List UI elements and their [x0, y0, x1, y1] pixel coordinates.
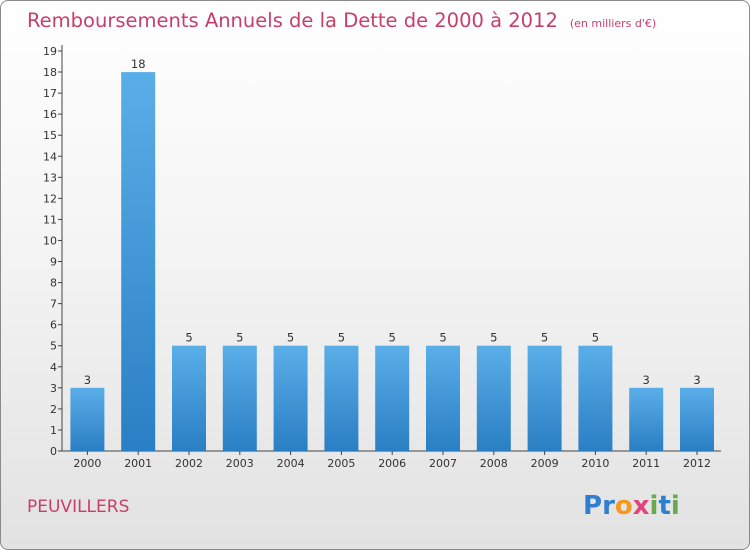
bar-value-label: 3 [643, 373, 650, 387]
bar-value-label: 5 [490, 331, 497, 345]
x-tick-label: 2007 [429, 457, 457, 470]
bar-value-label: 5 [541, 331, 548, 345]
commune-name: PEUVILLERS [27, 497, 130, 517]
bar [426, 345, 460, 451]
bar [527, 345, 562, 451]
x-tick-label: 2002 [175, 457, 203, 470]
chart-title-main: Remboursements Annuels de la Dette de 20… [27, 9, 558, 32]
y-tick-label: 3 [50, 382, 57, 395]
y-tick-label: 8 [50, 277, 57, 290]
bar-value-label: 18 [131, 57, 146, 71]
bar [375, 345, 410, 451]
y-tick-label: 4 [50, 361, 57, 374]
y-tick-label: 15 [43, 129, 57, 142]
x-tick-label: 2005 [327, 457, 355, 470]
chart-unit-note: (en milliers d'€) [569, 17, 657, 30]
bar-value-label: 5 [236, 331, 243, 345]
bar [680, 387, 714, 451]
bar [629, 387, 664, 451]
bar-value-label: 5 [389, 331, 396, 345]
bar-value-label: 5 [592, 331, 599, 345]
y-tick-label: 0 [50, 445, 57, 458]
y-tick-label: 2 [50, 403, 57, 416]
bar [121, 72, 156, 451]
y-tick-label: 10 [43, 234, 57, 247]
logo-letter: i [670, 491, 680, 521]
logo-letter: x [632, 491, 650, 521]
bar-value-label: 5 [185, 331, 192, 345]
y-tick-label: 18 [43, 66, 57, 79]
y-tick-label: 11 [43, 213, 57, 226]
x-tick-label: 2008 [480, 457, 508, 470]
x-tick-label: 2009 [531, 457, 559, 470]
bar-value-label: 5 [439, 331, 446, 345]
logo-letter: t [658, 491, 671, 521]
x-tick-label: 2000 [73, 457, 101, 470]
y-tick-label: 9 [50, 256, 57, 269]
bar [476, 345, 511, 451]
logo-letter: P [583, 491, 603, 521]
x-tick-label: 2001 [124, 457, 152, 470]
bar-value-label: 3 [84, 373, 91, 387]
y-tick-label: 14 [43, 150, 57, 163]
x-tick-label: 2006 [378, 457, 406, 470]
y-tick-label: 19 [43, 45, 57, 58]
bar [273, 345, 308, 451]
bar [70, 387, 105, 451]
x-tick-label: 2012 [683, 457, 711, 470]
bar [578, 345, 613, 451]
x-tick-label: 2010 [581, 457, 609, 470]
proxiti-logo: Proxiti [583, 491, 680, 521]
logo-letter: i [649, 491, 659, 521]
y-tick-label: 6 [50, 319, 57, 332]
x-tick-label: 2004 [277, 457, 305, 470]
logo-letter: o [614, 491, 633, 521]
y-tick-label: 1 [50, 424, 57, 437]
x-tick-label: 2003 [226, 457, 254, 470]
y-tick-label: 13 [43, 171, 57, 184]
y-tick-label: 5 [50, 340, 57, 353]
bar-value-label: 5 [338, 331, 345, 345]
bar [172, 345, 206, 451]
chart-title: Remboursements Annuels de la Dette de 20… [27, 9, 656, 32]
y-tick-label: 16 [43, 108, 57, 121]
logo-letter: r [602, 491, 615, 521]
y-tick-label: 17 [43, 87, 57, 100]
bar [324, 345, 359, 451]
x-tick-label: 2011 [632, 457, 660, 470]
bar-value-label: 5 [287, 331, 294, 345]
y-tick-label: 12 [43, 192, 57, 205]
bar-value-label: 3 [693, 373, 700, 387]
bar [222, 345, 257, 451]
y-tick-label: 7 [50, 298, 57, 311]
